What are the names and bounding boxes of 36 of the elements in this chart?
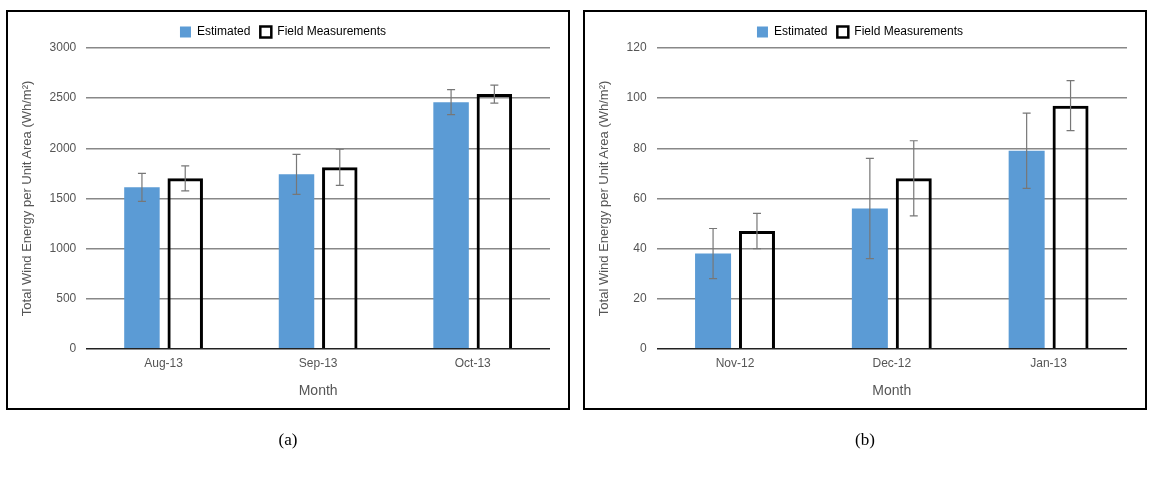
y-tick-label: 0	[69, 341, 77, 356]
x-tick-label: Aug-13	[144, 356, 184, 371]
y-axis-title: Total Wind Energy per Unit Area (Wh/m²)	[596, 80, 612, 317]
x-axis-title: Month	[872, 382, 912, 399]
y-tick-label: 1000	[49, 240, 77, 255]
y-axis-title: Total Wind Energy per Unit Area (Wh/m²)	[19, 80, 35, 317]
x-tick-label: Dec-12	[872, 356, 912, 371]
y-tick-label: 2500	[49, 90, 77, 105]
bar	[278, 174, 315, 349]
bar	[124, 187, 160, 349]
y-tick-label: 500	[56, 290, 77, 305]
text: (b)	[854, 430, 876, 450]
legend-label: Field Measurements	[277, 24, 387, 39]
y-tick-label: 40	[633, 240, 647, 255]
x-tick-label: Jan-13	[1030, 356, 1068, 371]
bar	[851, 208, 888, 349]
legend-label: Estimated	[773, 24, 828, 39]
y-tick-label: 120	[626, 40, 647, 55]
y-tick-label: 3000	[49, 40, 77, 55]
y-tick-label: 0	[639, 341, 647, 356]
x-tick-label: Sep-13	[298, 356, 338, 371]
legend-label: Field Measurements	[854, 24, 964, 39]
y-tick-label: 2000	[49, 140, 77, 155]
text: (a)	[277, 430, 299, 450]
y-tick-label: 80	[633, 140, 647, 155]
y-tick-label: 1500	[49, 190, 77, 205]
x-tick-label: Nov-12	[715, 356, 755, 371]
y-tick-label: 60	[633, 190, 647, 205]
legend-label: Estimated	[196, 24, 251, 39]
bar	[433, 102, 469, 349]
x-axis-title: Month	[298, 382, 338, 399]
bar	[1008, 150, 1045, 349]
x-tick-label: Oct-13	[454, 356, 492, 371]
bar	[695, 253, 732, 349]
y-tick-label: 100	[626, 90, 647, 105]
y-tick-label: 20	[633, 290, 647, 305]
